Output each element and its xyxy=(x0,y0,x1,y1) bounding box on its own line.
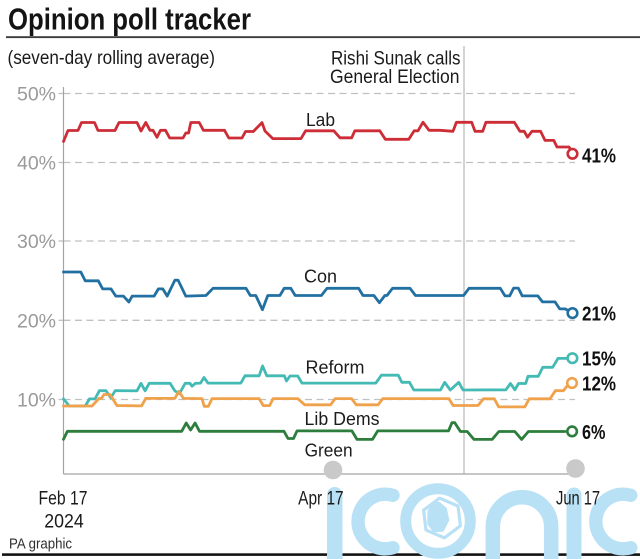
svg-text:10%: 10% xyxy=(17,390,56,412)
svg-text:30%: 30% xyxy=(17,231,56,253)
svg-text:Opinion poll tracker: Opinion poll tracker xyxy=(8,2,251,37)
svg-text:Jun 17: Jun 17 xyxy=(556,488,600,510)
svg-text:Feb 17: Feb 17 xyxy=(39,488,88,510)
svg-text:15%: 15% xyxy=(582,348,616,371)
svg-text:Lab: Lab xyxy=(306,110,335,130)
svg-text:PA graphic: PA graphic xyxy=(9,537,72,553)
svg-text:50%: 50% xyxy=(17,84,56,106)
svg-text:General Election: General Election xyxy=(330,67,460,88)
svg-text:40%: 40% xyxy=(17,153,56,175)
svg-text:41%: 41% xyxy=(582,144,616,167)
svg-text:6%: 6% xyxy=(582,421,606,444)
svg-text:21%: 21% xyxy=(582,303,616,326)
svg-text:Apr 17: Apr 17 xyxy=(298,488,344,510)
svg-text:12%: 12% xyxy=(582,373,616,396)
svg-text:(seven-day rolling average): (seven-day rolling average) xyxy=(8,47,216,69)
svg-text:Green: Green xyxy=(305,440,353,460)
svg-text:Lib Dems: Lib Dems xyxy=(305,409,380,429)
svg-text:Rishi Sunak calls: Rishi Sunak calls xyxy=(331,48,461,69)
svg-text:2024: 2024 xyxy=(44,511,84,533)
svg-text:20%: 20% xyxy=(17,310,56,332)
svg-text:Con: Con xyxy=(304,266,337,286)
svg-text:Reform: Reform xyxy=(306,358,365,378)
